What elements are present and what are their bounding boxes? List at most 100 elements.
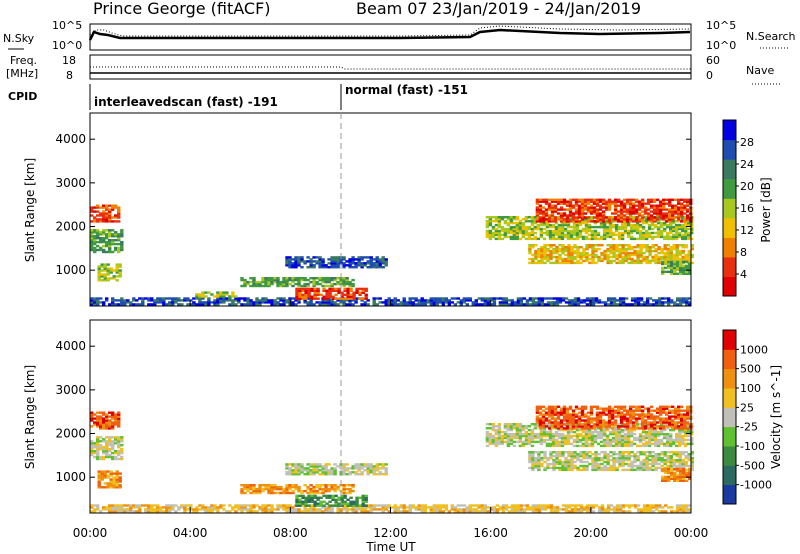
- power-cell: [668, 220, 672, 223]
- power-cell: [655, 214, 660, 217]
- power-cell: [658, 212, 663, 215]
- power-cell: [117, 235, 121, 238]
- power-cell: [570, 303, 575, 306]
- power-cell: [595, 220, 600, 223]
- power-cell: [673, 262, 677, 266]
- power-cell: [603, 249, 607, 253]
- power-cell: [525, 301, 530, 304]
- power-cell: [533, 218, 538, 221]
- power-cell: [630, 297, 635, 300]
- nsearch-label: N.Search: [746, 30, 796, 43]
- power-cell: [381, 301, 385, 304]
- power-cell: [604, 208, 609, 211]
- velocity-cell: [531, 464, 535, 468]
- power-cell: [114, 206, 118, 209]
- velocity-cell: [626, 438, 631, 442]
- power-cell: [671, 206, 675, 209]
- velocity-cell: [408, 504, 412, 507]
- velocity-cell: [228, 504, 232, 507]
- power-cell: [540, 247, 544, 251]
- velocity-cell: [90, 453, 94, 457]
- power-cell: [605, 225, 610, 229]
- velocity-cell: [312, 465, 316, 468]
- power-cell: [246, 280, 250, 284]
- power-cell: [456, 297, 460, 300]
- power-cell: [324, 277, 328, 280]
- power-cell: [297, 264, 301, 267]
- velocity-cell: [645, 508, 650, 511]
- power-cell: [501, 299, 506, 302]
- power-cell: [509, 237, 514, 241]
- power-cell: [534, 251, 538, 255]
- power-cell: [270, 280, 274, 284]
- power-cell: [557, 235, 562, 239]
- velocity-cell: [300, 504, 304, 507]
- velocity-cell: [339, 508, 343, 511]
- velocity-cell: [120, 451, 124, 455]
- power-cell: [96, 233, 100, 236]
- power-cell: [301, 297, 305, 300]
- power-cell: [485, 220, 490, 223]
- velocity-cell: [312, 485, 316, 489]
- power-cell: [541, 200, 546, 203]
- power-cell: [285, 256, 289, 259]
- power-cell: [512, 237, 517, 241]
- power-cell: [652, 204, 657, 207]
- velocity-cell: [564, 510, 569, 513]
- velocity-cell: [617, 423, 622, 426]
- velocity-cell: [318, 491, 322, 495]
- power-cell: [557, 237, 562, 241]
- power-cell: [453, 303, 457, 306]
- velocity-cell: [632, 428, 637, 432]
- velocity-cell: [582, 453, 586, 456]
- velocity-cell: [566, 440, 571, 444]
- velocity-cell: [300, 491, 304, 495]
- power-cell: [109, 269, 113, 272]
- power-cell: [677, 210, 681, 213]
- velocity-cell: [324, 508, 328, 511]
- power-cell: [171, 301, 175, 304]
- power-cell: [568, 200, 573, 203]
- power-cell: [111, 239, 115, 242]
- power-cell: [105, 229, 109, 232]
- velocity-cell: [411, 504, 415, 507]
- power-cell: [651, 303, 656, 306]
- power-cell: [666, 223, 670, 227]
- power-cell: [115, 267, 119, 270]
- velocity-cell: [337, 498, 341, 501]
- velocity-cell: [100, 474, 104, 477]
- power-cell: [321, 264, 325, 267]
- velocity-cell: [252, 506, 256, 509]
- velocity-cell: [108, 508, 112, 511]
- power-cell: [534, 244, 538, 247]
- power-cell: [96, 301, 100, 304]
- power-cell: [640, 202, 645, 205]
- velocity-cell: [617, 432, 622, 436]
- power-cell: [378, 260, 382, 263]
- velocity-cell: [313, 500, 317, 503]
- velocity-cell: [93, 504, 97, 507]
- power-cell: [351, 266, 355, 269]
- power-cell: [264, 301, 268, 304]
- power-cell: [327, 277, 331, 280]
- power-cell: [485, 235, 490, 239]
- power-cell: [123, 299, 127, 302]
- power-cell: [613, 198, 618, 201]
- power-cell: [663, 257, 667, 261]
- power-cell: [316, 289, 320, 292]
- velocity-cell: [132, 504, 136, 507]
- velocity-cell: [666, 436, 670, 440]
- velocity-cell: [678, 438, 682, 442]
- power-cell: [605, 221, 610, 225]
- velocity-cell: [295, 500, 299, 503]
- velocity-cell: [468, 508, 472, 511]
- velocity-cell: [90, 411, 94, 414]
- velocity-cell: [135, 504, 139, 507]
- power-cell: [675, 231, 679, 235]
- velocity-cell: [294, 484, 298, 487]
- power-cell: [114, 216, 118, 219]
- power-cell: [222, 299, 226, 302]
- power-cell: [564, 257, 568, 261]
- power-cell: [349, 295, 353, 298]
- power-cell: [543, 257, 547, 261]
